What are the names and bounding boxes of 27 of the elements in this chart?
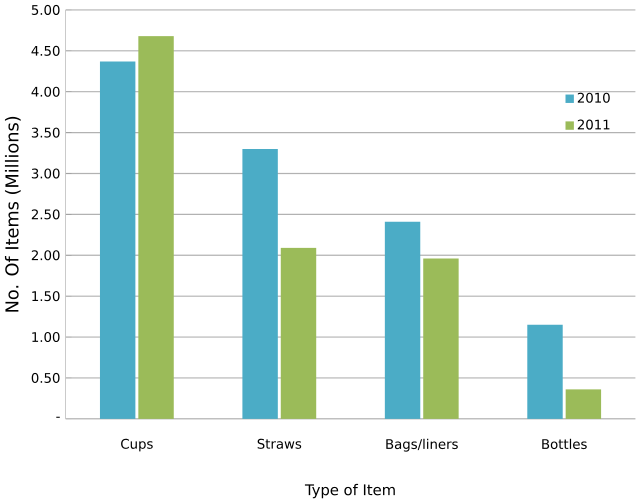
- bar: [384, 222, 420, 419]
- legend-label: 2011: [578, 119, 610, 130]
- y-tick-label: 4.00: [31, 86, 60, 97]
- y-tick-label: 1.50: [32, 291, 60, 302]
- x-tick-label: Cups: [121, 438, 153, 452]
- bar: [242, 148, 278, 419]
- bar: [100, 61, 136, 419]
- bar: [527, 324, 563, 419]
- y-tick-label: -: [56, 416, 60, 418]
- y-axis-title: No. Of Items (Millions): [4, 116, 21, 312]
- bar: [566, 389, 602, 419]
- x-tick-label: Bottles: [542, 438, 587, 450]
- x-tick-label: Straws: [258, 438, 302, 449]
- y-tick-label: 3.50: [32, 128, 60, 138]
- y-tick-label: 0.50: [32, 372, 60, 383]
- y-tick-label: 3.00: [32, 168, 60, 178]
- bar: [423, 258, 459, 419]
- y-tick-label: 4.50: [31, 46, 60, 56]
- y-tick-label: 1.00: [32, 332, 60, 342]
- y-tick-label: 5.00: [32, 4, 60, 15]
- legend-label: 2010: [578, 92, 610, 103]
- x-axis-title: Type of Item: [304, 484, 395, 498]
- bar: [280, 248, 316, 419]
- bar: [138, 36, 174, 419]
- x-tick-label: Bags/liners: [386, 438, 458, 452]
- y-tick-label: 2.00: [32, 250, 60, 260]
- y-tick-label: 2.50: [32, 209, 60, 220]
